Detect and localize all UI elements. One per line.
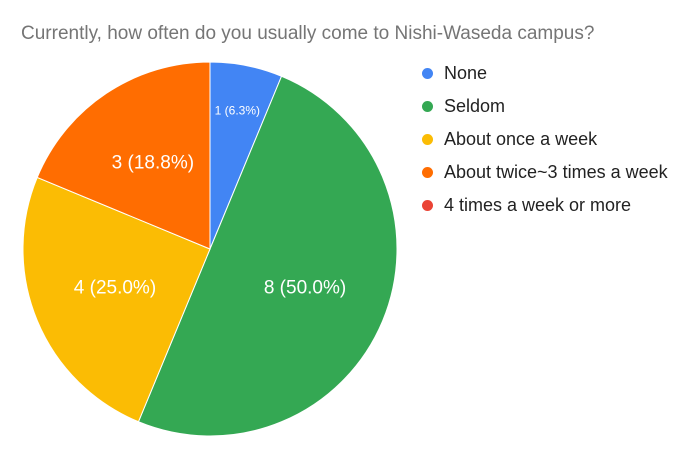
pie-data-label-3: 3 (18.8%) — [112, 152, 194, 173]
pie-slice-3 — [36, 61, 211, 250]
legend-label-4: 4 times a week or more — [444, 195, 632, 215]
pie-slice-2 — [22, 176, 211, 423]
legend-label-0: None — [444, 63, 488, 83]
legend-item-1: Seldom — [422, 95, 672, 117]
legend-swatch-2 — [422, 134, 433, 145]
legend: None Seldom About once a week About twice~3… — [422, 62, 672, 227]
legend-label-3: About twice~3 times a week — [444, 162, 668, 182]
legend-label-2: About once a week — [444, 129, 598, 149]
legend-label-1: Seldom — [444, 96, 506, 116]
pie-data-label-1: 8 (50.0%) — [264, 277, 346, 298]
legend-swatch-1 — [422, 101, 433, 112]
legend-swatch-0 — [422, 68, 433, 79]
chart-title: Currently, how often do you usually come… — [21, 23, 595, 44]
legend-swatch-4 — [422, 200, 433, 211]
legend-item-0: None — [422, 62, 672, 84]
legend-item-4: 4 times a week or more — [422, 194, 672, 216]
pie-data-label-0: 1 (6.3%) — [215, 104, 260, 118]
pie-slice-1 — [137, 75, 398, 437]
legend-swatch-3 — [422, 167, 433, 178]
legend-item-2: About once a week — [422, 128, 672, 150]
pie-data-label-2: 4 (25.0%) — [74, 277, 156, 298]
legend-item-3: About twice~3 times a week — [422, 161, 672, 183]
